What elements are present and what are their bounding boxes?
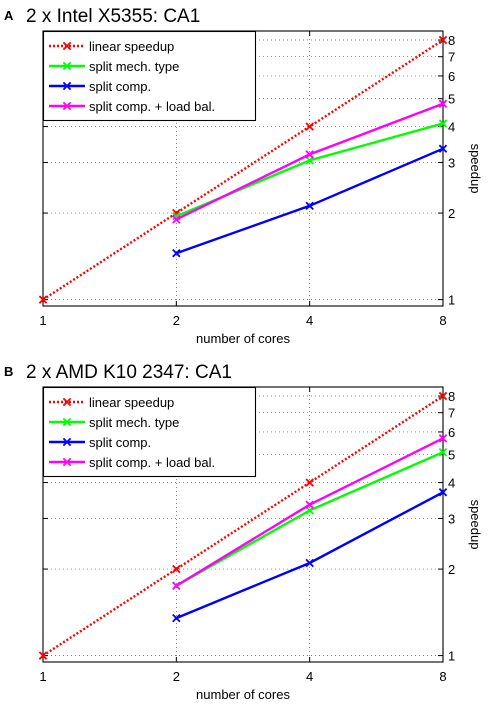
x-tick-label: 4 <box>306 313 313 328</box>
x-tick-label: 8 <box>439 669 446 684</box>
y-tick-label: 2 <box>448 562 455 577</box>
y-axis-label: speedup <box>468 500 483 550</box>
legend: linear speedup split mech. type split comp… <box>42 30 257 122</box>
data-point <box>305 150 314 159</box>
series-linear-speedup <box>38 35 448 304</box>
legend-label: split mech. type <box>89 59 179 74</box>
data-point <box>305 478 314 487</box>
data-point <box>438 391 448 401</box>
legend-marker <box>62 61 72 71</box>
x-axis-label: number of cores <box>196 331 290 346</box>
data-point <box>438 434 448 443</box>
legend-marker <box>62 437 72 447</box>
y-tick-label: 4 <box>448 120 455 135</box>
y-tick-label: 8 <box>448 389 455 404</box>
data-point <box>172 248 181 258</box>
legend-label: split comp. + load bal. <box>89 99 215 114</box>
legend-marker <box>62 417 72 427</box>
y-tick-label: 3 <box>448 511 455 526</box>
legend-marker <box>62 101 72 111</box>
panel-letter: B <box>4 364 13 379</box>
data-point <box>305 558 314 568</box>
data-point <box>172 564 181 574</box>
data-point <box>172 215 181 224</box>
data-point <box>305 500 314 509</box>
x-axis-label: number of cores <box>196 687 290 702</box>
y-tick-label: 5 <box>448 92 455 107</box>
data-point <box>438 119 448 128</box>
x-tick-label: 1 <box>39 313 46 328</box>
y-tick-label: 2 <box>448 206 455 221</box>
series-line <box>42 39 444 301</box>
data-point <box>438 447 448 457</box>
legend-marker <box>62 457 72 467</box>
y-tick-label: 7 <box>448 406 455 421</box>
y-tick-label: 1 <box>448 293 455 308</box>
data-point <box>38 651 48 660</box>
data-point <box>38 295 48 304</box>
chart-title: 2 x Intel X5355: CA1 <box>26 6 200 27</box>
legend-label: linear speedup <box>89 395 174 410</box>
legend-label: split comp. + load bal. <box>89 455 215 470</box>
x-tick-label: 2 <box>173 313 180 328</box>
y-tick-label: 6 <box>448 69 455 84</box>
y-tick-label: 8 <box>448 33 455 48</box>
legend-marker <box>62 41 72 51</box>
y-tick-label: 3 <box>448 155 455 170</box>
series-line <box>42 395 444 657</box>
legend-label: split comp. <box>89 435 151 450</box>
series-split-comp-load-bal- <box>172 434 448 590</box>
data-point <box>172 581 181 590</box>
legend-label: split mech. type <box>89 415 179 430</box>
data-point <box>438 99 448 109</box>
data-point <box>438 35 448 45</box>
legend-marker <box>62 81 72 91</box>
series-linear-speedup <box>38 391 448 660</box>
legend-marker <box>62 397 72 407</box>
data-point <box>172 613 181 623</box>
x-tick-label: 8 <box>439 313 446 328</box>
data-point <box>438 488 448 497</box>
y-tick-label: 4 <box>448 476 455 491</box>
legend-label: split comp. <box>89 79 151 94</box>
x-tick-label: 2 <box>173 669 180 684</box>
y-tick-label: 7 <box>448 50 455 65</box>
panel-letter: A <box>4 8 14 23</box>
series-split-comp-load-bal- <box>172 99 448 224</box>
legend-label: linear speedup <box>89 39 174 54</box>
chart-title: 2 x AMD K10 2347: CA1 <box>26 362 232 383</box>
x-tick-label: 1 <box>39 669 46 684</box>
x-tick-label: 4 <box>306 669 313 684</box>
data-point <box>305 201 314 211</box>
series-split-comp- <box>172 144 448 258</box>
data-point <box>438 144 448 153</box>
y-axis-label: speedup <box>468 144 483 194</box>
legend: linear speedup split mech. type split comp… <box>42 386 257 478</box>
series-split-comp- <box>172 488 448 623</box>
y-tick-label: 6 <box>448 425 455 440</box>
y-tick-label: 5 <box>448 448 455 463</box>
data-point <box>305 122 314 131</box>
y-tick-label: 1 <box>448 649 455 664</box>
